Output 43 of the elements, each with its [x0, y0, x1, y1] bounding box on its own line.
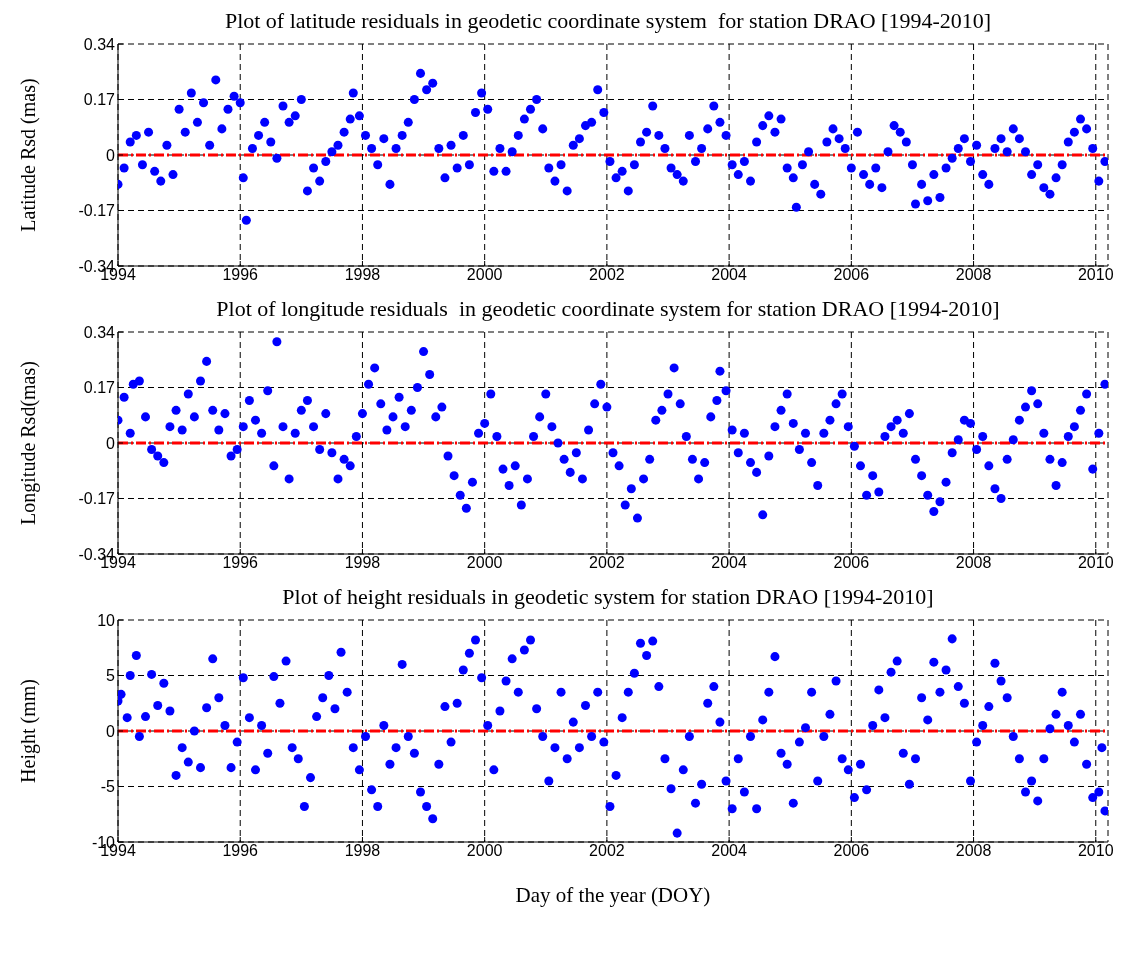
x-tick-label: 2000	[466, 266, 503, 284]
y-axis-title: Longitude Rsd(mas)	[17, 361, 41, 525]
chart-title: Plot of longitude residuals in geodetic coordinate system for station DRAO [1994-2010]	[215, 296, 1001, 323]
x-tick-label: 1998	[344, 554, 381, 572]
x-tick-label: 2002	[589, 266, 625, 284]
y-tick-label: -5	[100, 778, 116, 796]
x-tick-label: 2010	[1077, 842, 1114, 860]
x-tick-label: 1998	[344, 842, 381, 860]
x-tick-label: 1996	[222, 554, 259, 572]
x-tick-label: 1996	[222, 842, 259, 860]
x-tick-label: 2010	[1077, 554, 1114, 572]
chart-title: Plot of height residuals in geodetic system for station DRAO [1994-2010]	[281, 584, 935, 611]
x-tick-label: 2008	[955, 842, 992, 860]
x-tick-label: 2004	[711, 842, 748, 860]
x-tick-label: 2006	[833, 554, 870, 572]
y-tick-label: 0	[106, 434, 116, 452]
x-tick-label: 2006	[833, 266, 870, 284]
x-tick-label: 2008	[955, 554, 992, 572]
x-tick-label: 1998	[344, 266, 381, 284]
x-tick-label: 2004	[711, 554, 748, 572]
x-tick-label: 2010	[1077, 266, 1114, 284]
y-tick-label: 0.17	[83, 379, 116, 397]
y-axis-title: Latitude Rsd (mas)	[17, 78, 41, 232]
x-tick-label: 2006	[833, 842, 870, 860]
y-tick-label: 0.17	[83, 91, 116, 109]
y-tick-label: 0	[106, 146, 116, 164]
y-tick-label: 5	[106, 667, 116, 685]
x-tick-label: 2002	[589, 554, 625, 572]
x-tick-label: 2000	[466, 554, 503, 572]
chart-title: Plot of latitude residuals in geodetic coordinate system for station DRAO [1994-2010]	[223, 8, 993, 35]
y-axis-title: Height (mm)	[17, 679, 41, 783]
y-tick-label: 0.34	[83, 323, 116, 341]
y-tick-label: 10	[97, 611, 116, 629]
x-axis-title: Day of the year (DOY)	[515, 883, 711, 907]
x-tick-label: 2000	[466, 842, 503, 860]
y-tick-label: -0.17	[78, 202, 116, 220]
x-tick-label: 2008	[955, 266, 992, 284]
y-tick-label: 0.34	[83, 35, 116, 53]
x-tick-label: 2002	[589, 842, 625, 860]
x-tick-label: 2004	[711, 266, 748, 284]
x-tick-label: 1996	[222, 266, 259, 284]
y-tick-label: 0	[106, 722, 116, 740]
y-tick-label: -0.17	[78, 490, 116, 508]
